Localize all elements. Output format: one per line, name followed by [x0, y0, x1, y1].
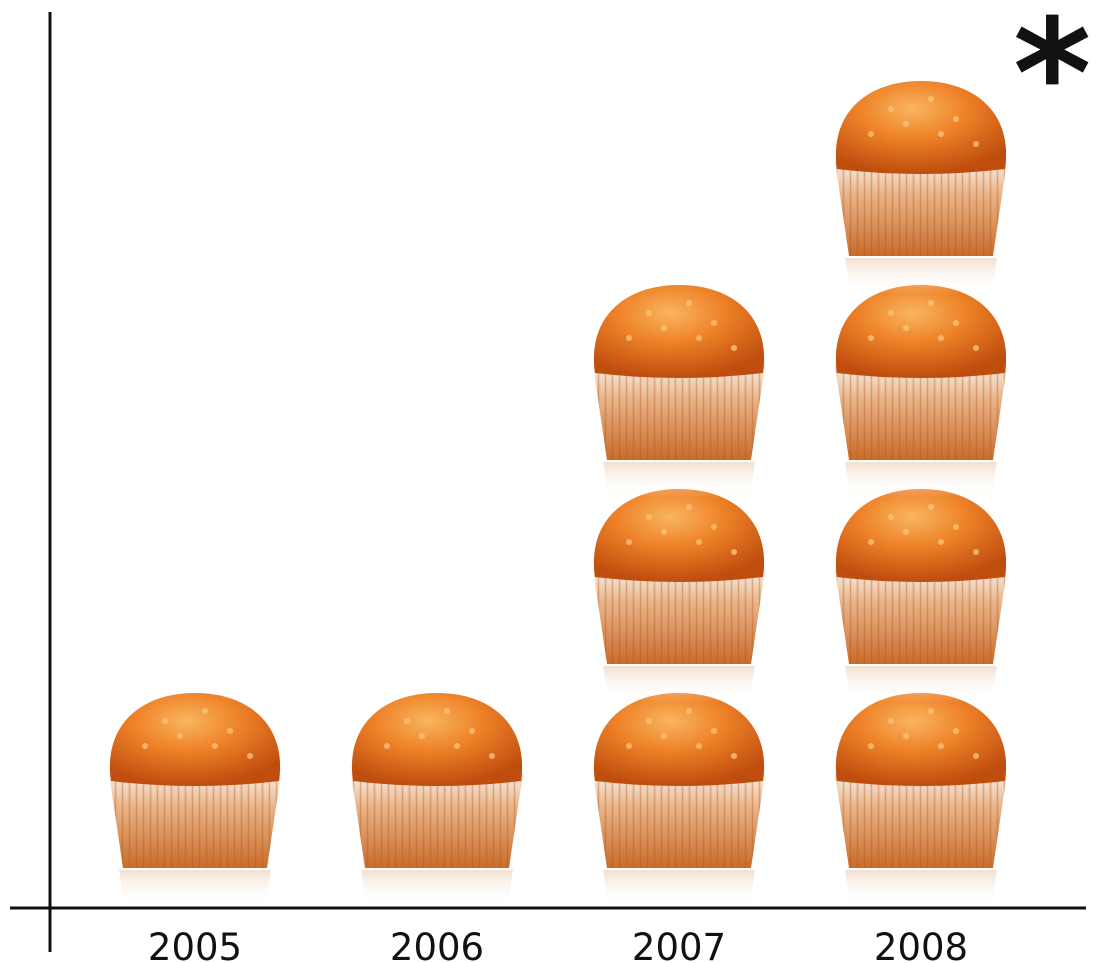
muffin-icon: [593, 489, 765, 702]
x-tick-label: 2005: [148, 926, 242, 963]
muffin-icon: [593, 693, 765, 906]
muffin-icon: [835, 693, 1007, 906]
muffin-icon: [109, 693, 281, 906]
muffin-icon: [835, 285, 1007, 498]
pictograph-layer: [109, 81, 1007, 906]
muffin-icon: [351, 693, 523, 906]
x-tick-label: 2008: [874, 926, 968, 963]
muffin-icon: [835, 81, 1007, 294]
x-tick-labels: 2005 2006 2007 2008: [148, 926, 968, 963]
muffin-icon: [835, 489, 1007, 702]
x-tick-label: 2006: [390, 926, 484, 963]
muffin-icon: [593, 285, 765, 498]
x-tick-label: 2007: [632, 926, 726, 963]
annotation-asterisk: *: [1013, 0, 1091, 162]
